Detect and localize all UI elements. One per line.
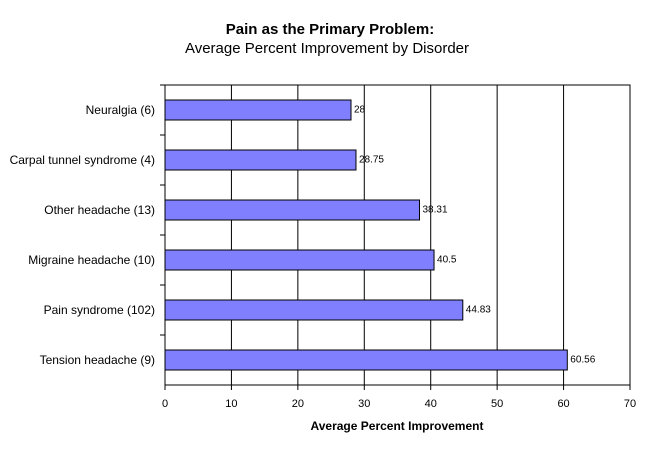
y-tick-label: Pain syndrome (102) <box>43 302 155 317</box>
bar <box>164 199 420 221</box>
y-tick-label-box: Tension headache (9) <box>5 353 155 368</box>
data-label: 28.75 <box>359 155 384 166</box>
chart-title: Pain as the Primary Problem: <box>226 21 434 38</box>
bar <box>164 249 435 271</box>
y-tick-label-box: Other headache (13) <box>5 203 155 218</box>
bar <box>164 349 568 371</box>
x-tick-label: 20 <box>292 398 304 410</box>
x-axis-title: Average Percent Improvement <box>311 419 484 433</box>
x-tick-label: 40 <box>425 398 437 410</box>
x-tick-label: 30 <box>358 398 370 410</box>
y-tick-label-box: Carpal tunnel syndrome (4) <box>5 153 155 168</box>
x-tick-label: 10 <box>225 398 237 410</box>
bar <box>164 299 464 321</box>
data-label: 28 <box>354 105 366 116</box>
bar <box>164 99 352 121</box>
y-tick-label: Carpal tunnel syndrome (4) <box>9 152 155 167</box>
x-tick-label: 0 <box>162 398 168 410</box>
x-tick-label: 70 <box>624 398 636 410</box>
y-tick-label: Neuralgia (6) <box>85 102 155 117</box>
y-tick-label: Other headache (13) <box>44 202 155 217</box>
y-tick-label-box: Neuralgia (6) <box>5 103 155 118</box>
data-label: 38.31 <box>422 205 447 216</box>
y-tick-label: Migraine headache (10) <box>28 252 155 267</box>
chart-subtitle: Average Percent Improvement by Disorder <box>185 40 469 57</box>
plot-area <box>164 84 631 386</box>
y-tick-label-box: Pain syndrome (102) <box>5 303 155 318</box>
x-tick-label: 50 <box>491 398 503 410</box>
y-tick-label: Tension headache (9) <box>39 352 155 367</box>
data-label: 60.56 <box>570 355 595 366</box>
y-tick-label-box: Migraine headache (10) <box>5 253 155 268</box>
bar <box>164 149 357 171</box>
data-label: 44.83 <box>466 305 491 316</box>
data-label: 40.5 <box>437 255 457 266</box>
x-tick-label: 60 <box>557 398 569 410</box>
